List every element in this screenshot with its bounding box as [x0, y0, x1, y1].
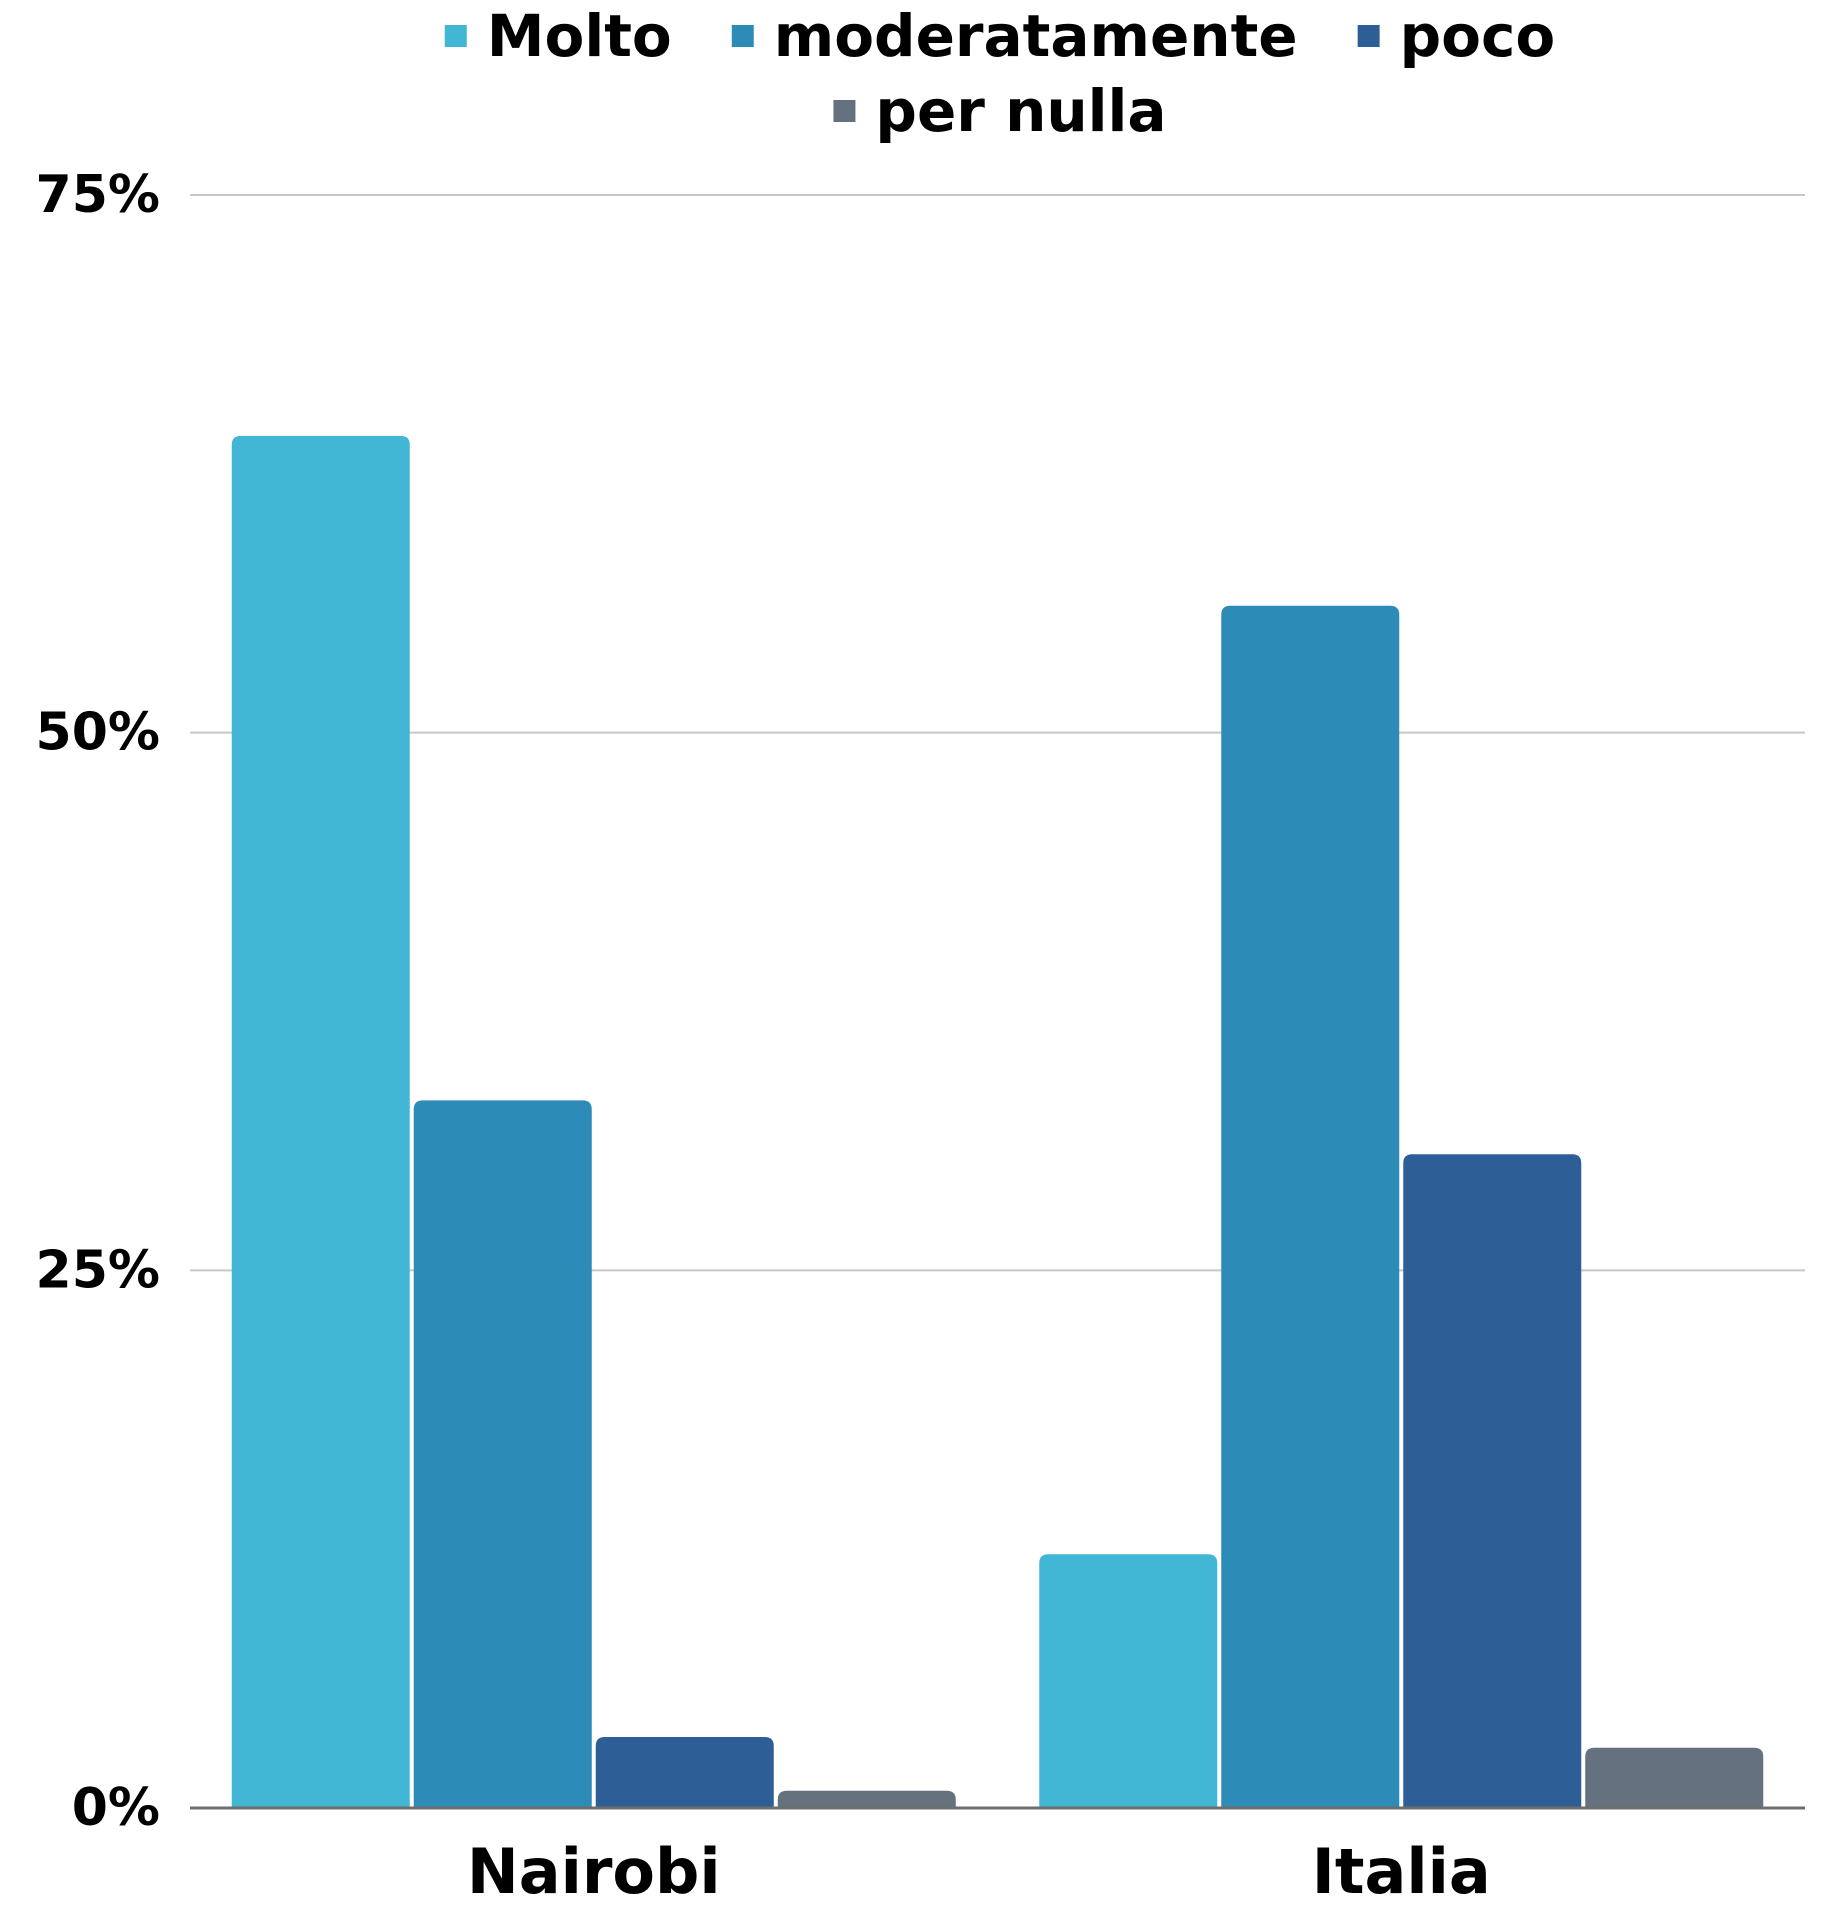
chart-legend: Molto moderatamente poco per nulla	[444, 2, 1556, 145]
x-category-label: Italia	[1312, 1835, 1491, 1908]
bar-nairobi-per-nulla	[777, 1790, 956, 1808]
bar-italia-poco	[1403, 1154, 1582, 1808]
bar-italia-moderatamente	[1221, 605, 1400, 1808]
legend-swatch	[1357, 25, 1380, 47]
bar-italia-per-nulla	[1585, 1747, 1764, 1808]
x-category-label: Nairobi	[467, 1835, 721, 1908]
legend-swatch	[731, 25, 754, 47]
x-axis-category-labels: Nairobi Italia	[467, 1835, 1491, 1908]
legend-swatch	[444, 25, 467, 47]
legend-label: moderatamente	[774, 2, 1298, 70]
legend-label: per nulla	[875, 77, 1166, 145]
legend-label: poco	[1400, 2, 1556, 70]
y-tick-label: 25%	[36, 1240, 160, 1300]
bar-nairobi-poco	[595, 1737, 774, 1808]
y-tick-label: 50%	[36, 703, 160, 763]
bar-italia-molto	[1039, 1554, 1218, 1808]
legend-label: Molto	[487, 2, 672, 70]
bar-nairobi-moderatamente	[413, 1100, 592, 1808]
y-axis-tick-labels: 0% 25% 50% 75%	[36, 165, 160, 1838]
legend-swatch	[833, 100, 856, 122]
bars	[231, 435, 1764, 1809]
y-tick-label: 0%	[72, 1778, 160, 1838]
y-tick-label: 75%	[36, 165, 160, 225]
bar-nairobi-molto	[231, 435, 410, 1809]
